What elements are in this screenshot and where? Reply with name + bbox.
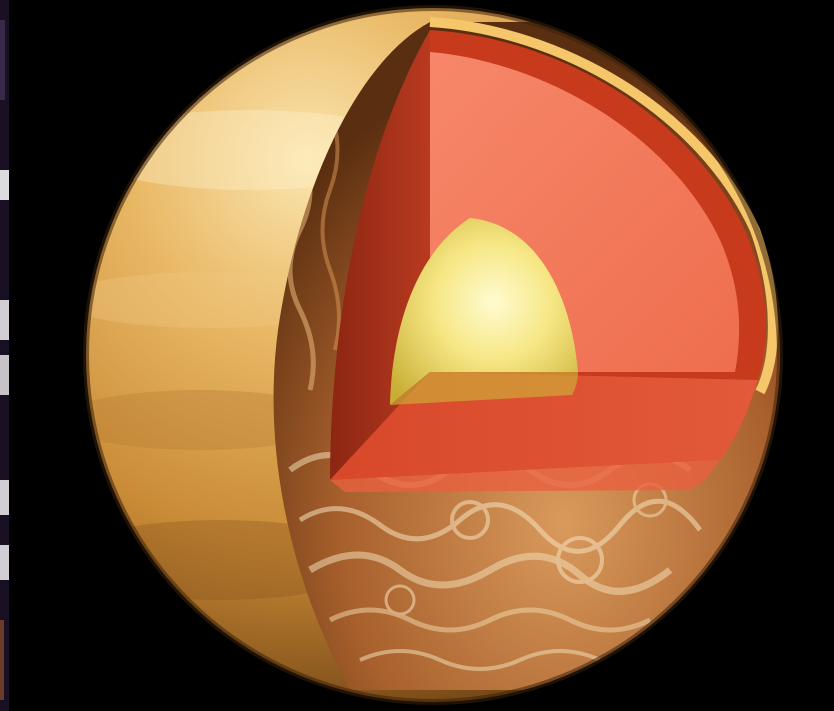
core (390, 218, 578, 405)
left-edge-strip (0, 0, 9, 711)
core-shadow (390, 372, 578, 405)
cut-rim (429, 17, 778, 395)
left-edge-strip-graphic (0, 0, 9, 711)
mantle-floor-rim (330, 460, 720, 492)
sphere-outline (83, 5, 783, 705)
